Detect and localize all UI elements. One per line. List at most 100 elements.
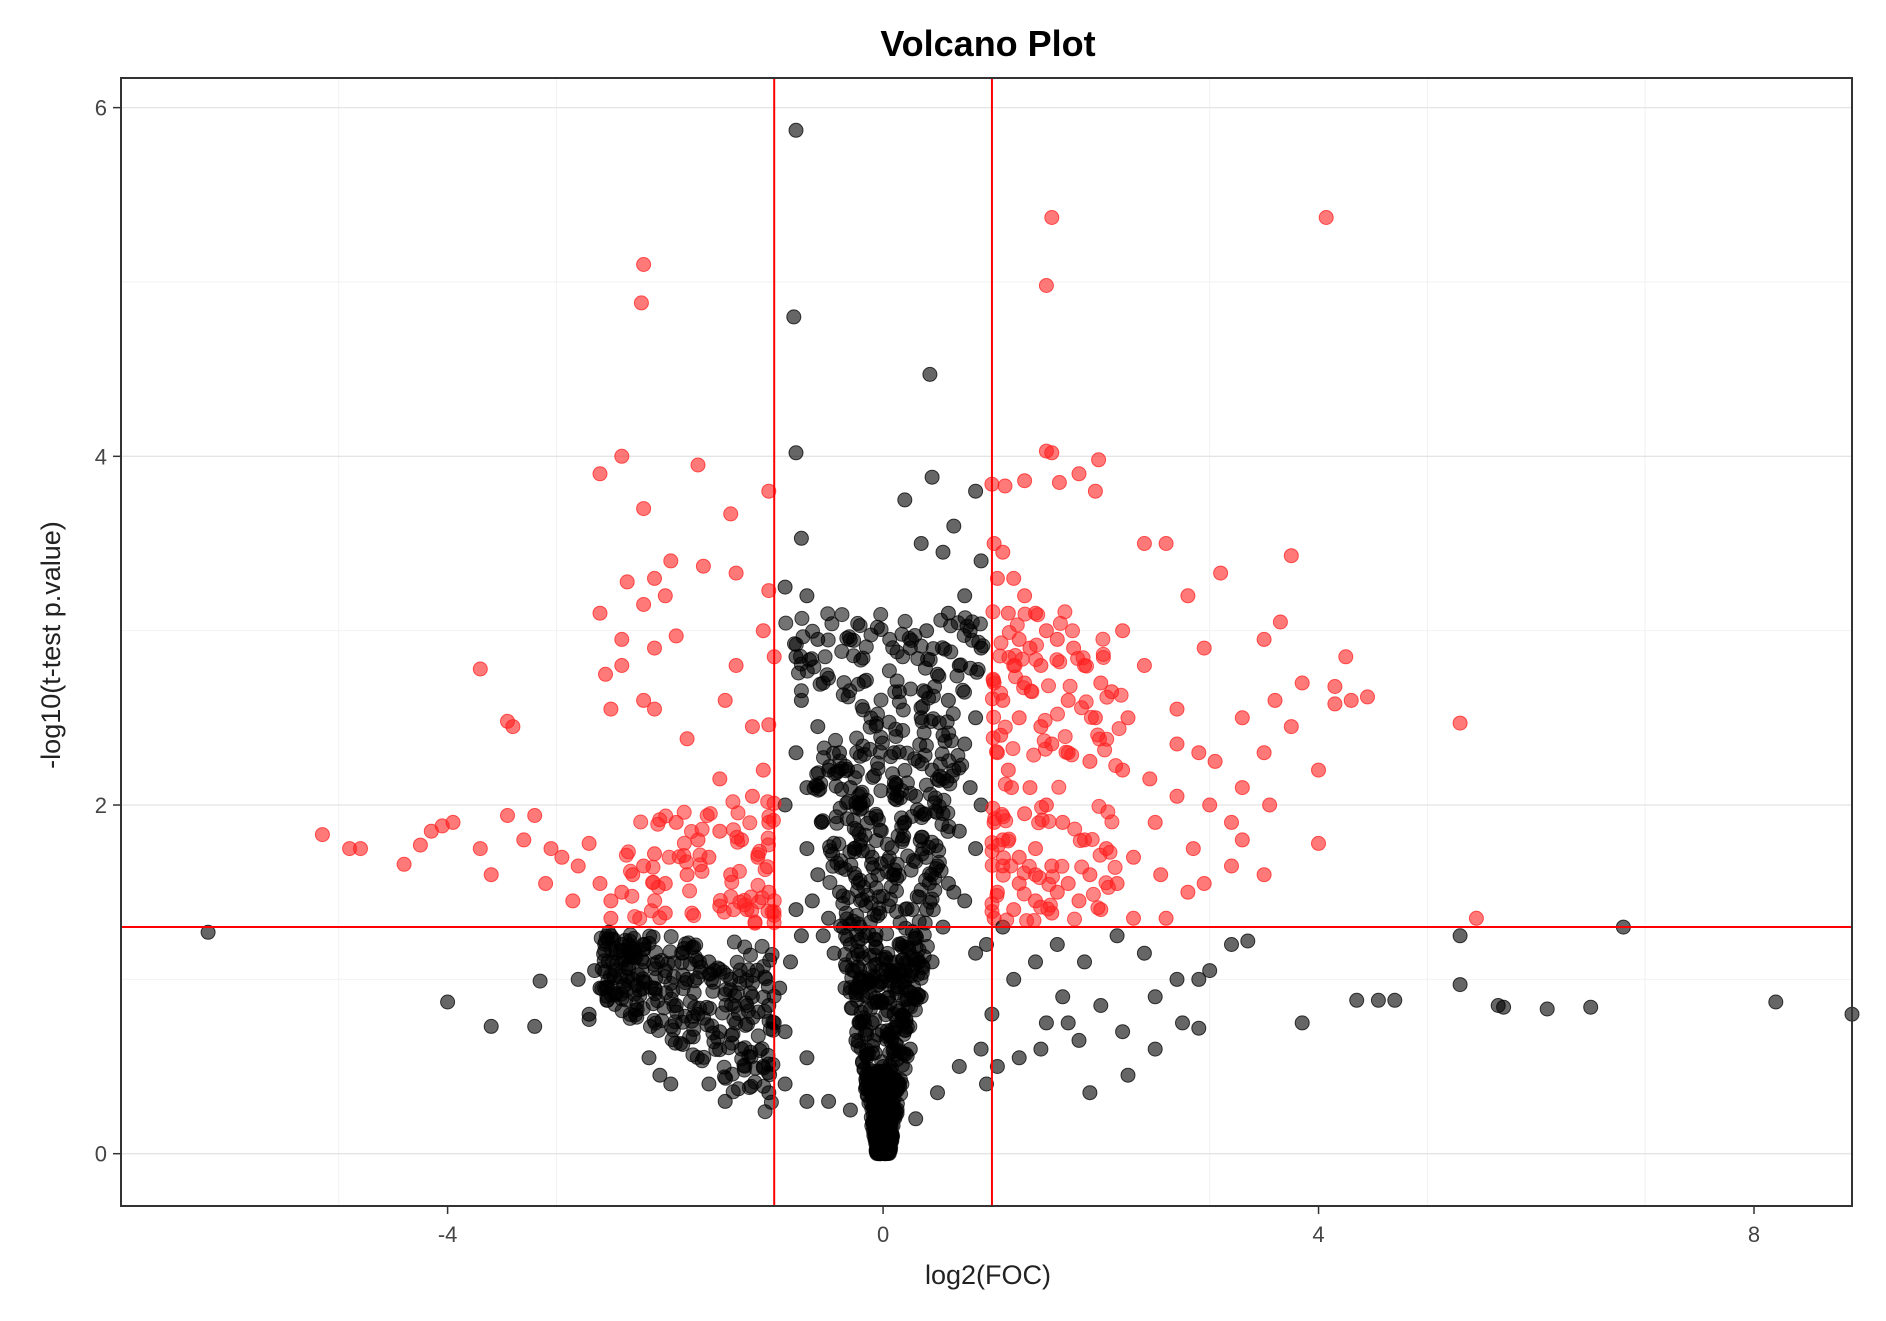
- data-point: [821, 910, 837, 926]
- data-point: [861, 948, 877, 964]
- data-point: [665, 983, 681, 999]
- data-point: [650, 1023, 666, 1038]
- data-point: [850, 615, 866, 631]
- data-point: [1108, 758, 1124, 774]
- data-point: [922, 652, 938, 668]
- data-point: [871, 889, 887, 905]
- data-point: [993, 635, 1009, 651]
- data-point: [999, 912, 1015, 928]
- data-point: [783, 954, 798, 970]
- data-point: [1057, 729, 1073, 745]
- data-point: [1147, 814, 1163, 830]
- data-point: [689, 1049, 705, 1065]
- data-point: [743, 947, 758, 963]
- data-point: [907, 751, 923, 767]
- data-point: [664, 1032, 680, 1048]
- data-point: [904, 924, 920, 940]
- data-point: [472, 661, 488, 677]
- data-point: [592, 466, 608, 482]
- data-point: [793, 683, 809, 699]
- data-point: [1044, 210, 1060, 225]
- data-point: [989, 1059, 1005, 1074]
- data-point: [629, 995, 645, 1011]
- data-point: [760, 830, 776, 846]
- data-point: [883, 749, 899, 765]
- data-point: [712, 1042, 728, 1058]
- data-point: [627, 909, 643, 925]
- data-point: [890, 828, 906, 844]
- data-point: [717, 1093, 733, 1109]
- data-point: [1093, 998, 1109, 1013]
- data-point: [957, 893, 973, 909]
- data-point: [894, 626, 910, 642]
- data-point: [799, 588, 815, 604]
- data-point: [899, 992, 915, 1008]
- data-point: [647, 640, 662, 656]
- data-point: [599, 979, 614, 995]
- data-point: [933, 612, 949, 628]
- data-point: [1029, 637, 1044, 653]
- data-point: [918, 738, 934, 754]
- data-point: [1077, 954, 1092, 970]
- data-point: [995, 867, 1011, 883]
- data-point: [1318, 210, 1334, 225]
- data-point: [1169, 736, 1185, 752]
- data-point: [989, 570, 1005, 586]
- data-point: [1082, 753, 1098, 769]
- data-point: [763, 1094, 779, 1110]
- data-point: [1311, 835, 1326, 851]
- data-point: [889, 904, 904, 920]
- data-point: [761, 483, 777, 499]
- plot-frame: [120, 77, 1853, 1207]
- data-point: [1496, 999, 1512, 1015]
- data-point: [1191, 971, 1207, 987]
- data-point: [872, 822, 888, 838]
- data-point: [701, 1076, 717, 1092]
- data-point: [935, 544, 951, 560]
- data-point: [1006, 570, 1022, 586]
- data-point: [663, 929, 679, 945]
- data-point: [636, 501, 652, 517]
- data-point: [440, 994, 456, 1010]
- data-point: [695, 558, 711, 574]
- data-point: [1054, 858, 1070, 874]
- data-point: [1028, 954, 1043, 970]
- data-point: [647, 981, 663, 997]
- data-point: [1071, 893, 1087, 909]
- data-point: [652, 1067, 668, 1083]
- data-point: [527, 808, 543, 823]
- data-point: [995, 544, 1011, 560]
- data-point: [822, 875, 838, 890]
- data-point: [538, 876, 554, 891]
- data-point: [744, 719, 760, 735]
- data-point: [945, 706, 961, 722]
- data-point: [873, 622, 889, 637]
- data-point: [712, 823, 728, 839]
- data-point: [836, 675, 852, 691]
- data-point: [633, 814, 649, 830]
- data-point: [1207, 753, 1223, 769]
- data-point: [1115, 623, 1131, 639]
- data-point: [1158, 910, 1174, 926]
- data-point: [913, 536, 929, 551]
- data-point: [874, 735, 890, 751]
- data-point: [636, 597, 652, 612]
- data-point: [821, 1093, 837, 1109]
- data-point: [896, 974, 912, 990]
- data-point: [793, 530, 809, 546]
- data-point: [1038, 1015, 1054, 1031]
- data-point: [1041, 814, 1057, 829]
- data-point: [739, 972, 755, 988]
- data-point: [1001, 625, 1017, 640]
- data-point: [728, 565, 744, 581]
- data-point: [1022, 780, 1038, 796]
- data-point: [603, 701, 619, 717]
- data-point: [603, 893, 619, 909]
- data-point: [1452, 928, 1468, 944]
- data-point: [925, 711, 941, 727]
- data-point: [1052, 615, 1068, 631]
- data-point: [614, 658, 630, 673]
- data-point: [786, 309, 802, 325]
- data-point: [1452, 715, 1468, 731]
- data-point: [1196, 876, 1212, 891]
